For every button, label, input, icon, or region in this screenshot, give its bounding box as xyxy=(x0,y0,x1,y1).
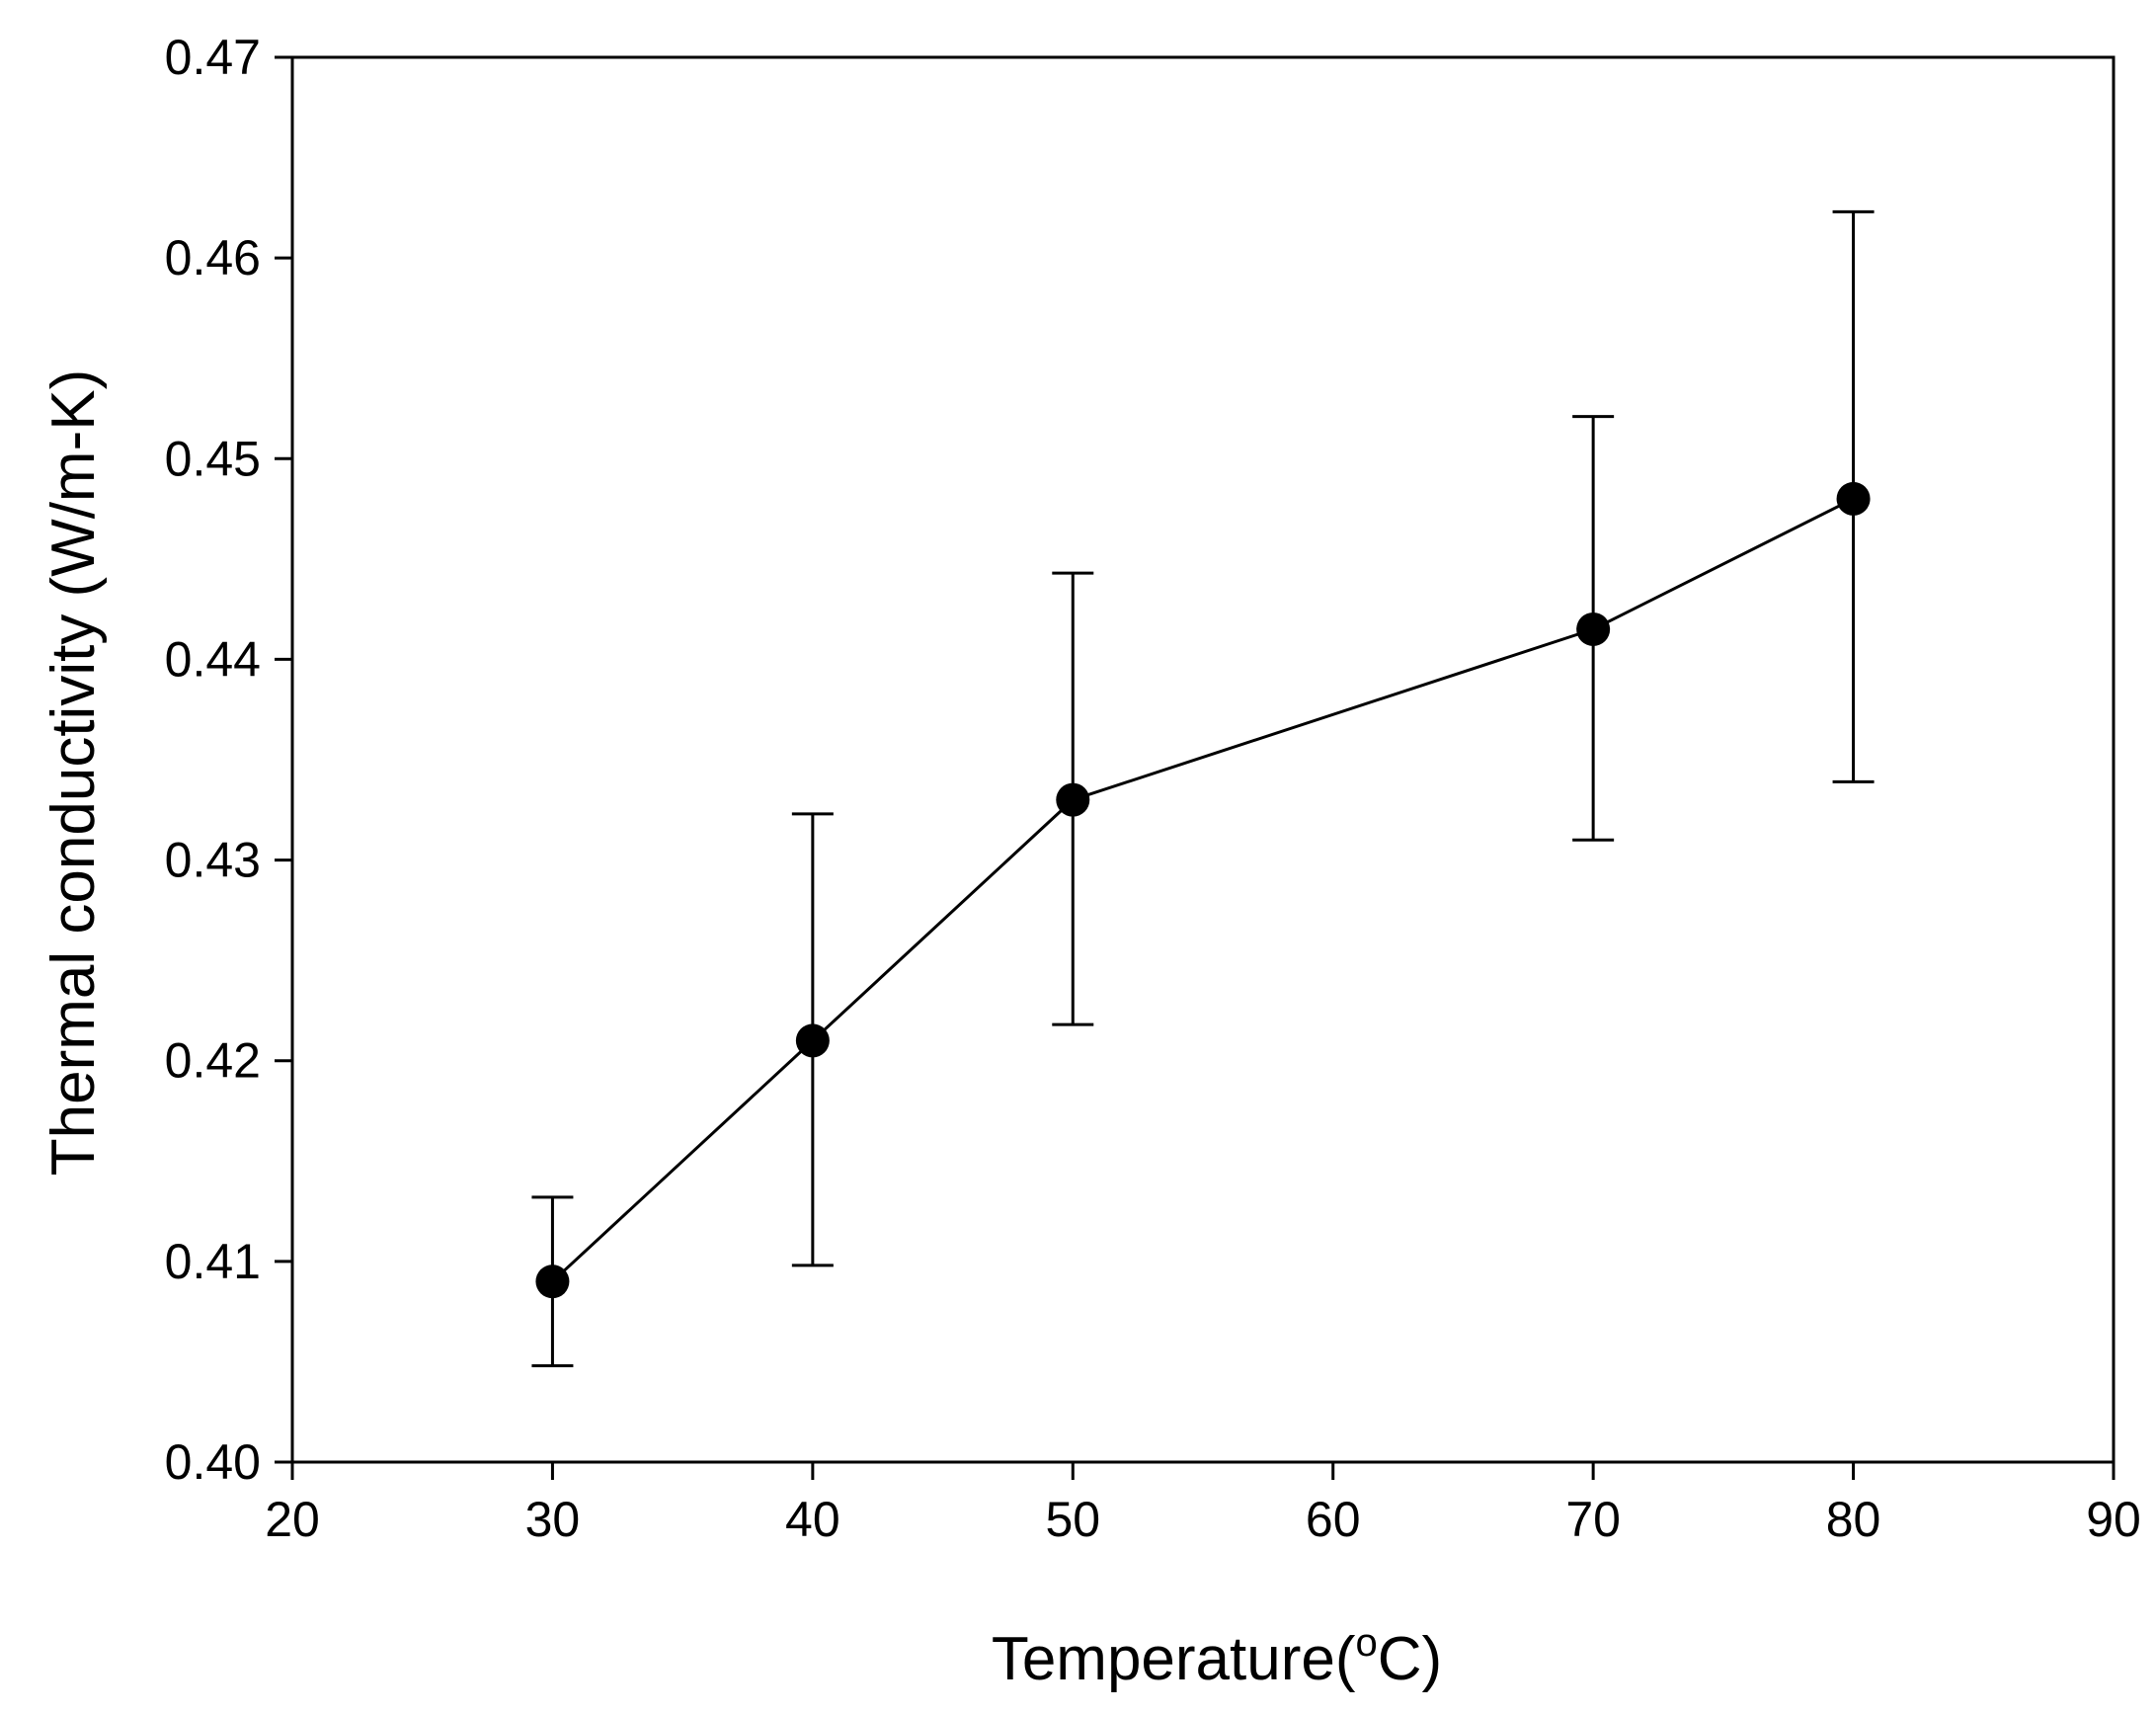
x-tick-label-90: 90 xyxy=(2086,1492,2141,1547)
y-tick-label-0.43: 0.43 xyxy=(165,833,261,888)
plot-frame xyxy=(290,55,2116,1464)
x-tick-label-60: 60 xyxy=(1306,1492,1361,1547)
y-tick-label-0.41: 0.41 xyxy=(165,1234,261,1289)
x-tick-label-50: 50 xyxy=(1045,1492,1100,1547)
x-tick-label-70: 70 xyxy=(1565,1492,1621,1547)
x-axis-title-main: Temperature( xyxy=(992,1625,1356,1693)
x-tick-label-80: 80 xyxy=(1826,1492,1881,1547)
y-tick-label-0.40: 0.40 xyxy=(165,1434,261,1490)
data-point-30 xyxy=(535,1265,570,1299)
y-tick-label-0.44: 0.44 xyxy=(165,631,261,687)
series-line-0 xyxy=(551,497,1855,1283)
chart-marks: 20 30 40 50 60 70 80 90 0.40 0.41 0.42 0.43 0.44 0.45… xyxy=(165,30,2141,1547)
data-point-40 xyxy=(795,1023,830,1058)
y-tick-label-0.47: 0.47 xyxy=(165,30,261,85)
y-tick-label-0.42: 0.42 xyxy=(165,1033,261,1089)
data-point-80 xyxy=(1836,481,1871,516)
data-point-50 xyxy=(1056,782,1090,817)
x-tick-label-20: 20 xyxy=(265,1492,320,1547)
x-tick-label-30: 30 xyxy=(525,1492,581,1547)
y-tick-label-0.46: 0.46 xyxy=(165,230,261,286)
y-axis-title: Thermal conductivity (W/m-K) xyxy=(40,369,108,1176)
x-axis-title-unit: C) xyxy=(1378,1625,1442,1693)
x-axis-title: Temperature(oC) xyxy=(992,1621,1442,1693)
data-point-70 xyxy=(1576,612,1611,646)
x-tick-label-40: 40 xyxy=(785,1492,840,1547)
y-tick-label-0.45: 0.45 xyxy=(165,431,261,486)
x-axis-title-degree: o xyxy=(1356,1621,1378,1665)
